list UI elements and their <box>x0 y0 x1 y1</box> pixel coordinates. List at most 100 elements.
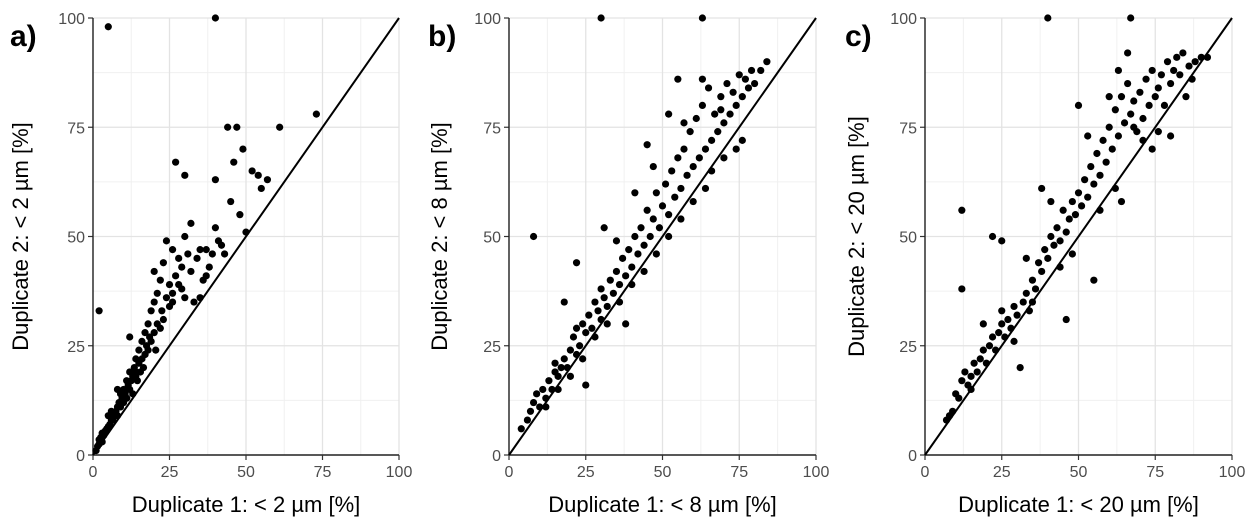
data-point <box>979 320 987 328</box>
data-point <box>1013 311 1021 319</box>
data-point <box>1044 14 1052 22</box>
data-point <box>1139 136 1147 144</box>
data-point <box>609 289 617 297</box>
data-point <box>1117 197 1126 206</box>
y-axis-title: Duplicate 2: < 8 µm [%] <box>427 122 452 351</box>
data-point <box>631 232 639 241</box>
panel-label: c) <box>845 20 872 53</box>
y-tick-label: 0 <box>76 448 85 465</box>
data-point <box>1124 49 1132 57</box>
data-point <box>988 333 997 341</box>
data-point <box>677 184 685 193</box>
y-tick-label: 0 <box>908 448 917 465</box>
x-tick-label: 75 <box>314 464 332 481</box>
data-point <box>1160 101 1169 109</box>
x-tick-label: 50 <box>1070 464 1088 481</box>
data-point <box>665 211 673 219</box>
data-point <box>1154 128 1162 136</box>
data-point <box>1038 267 1046 276</box>
data-point <box>153 289 161 297</box>
data-point <box>686 128 694 136</box>
data-point <box>1127 14 1135 22</box>
data-point <box>1068 197 1076 206</box>
data-point <box>263 176 272 184</box>
x-tick-label: 100 <box>803 464 830 481</box>
x-tick-label: 50 <box>237 464 255 481</box>
data-point <box>652 189 660 197</box>
data-point <box>683 171 691 179</box>
data-point <box>967 372 975 380</box>
data-point <box>668 167 676 175</box>
data-point <box>193 254 201 262</box>
data-point <box>649 215 657 223</box>
data-point <box>1001 333 1009 341</box>
y-tick-label: 25 <box>483 339 501 356</box>
data-point <box>1010 302 1018 311</box>
data-point <box>992 346 1000 354</box>
data-point <box>123 394 131 402</box>
data-point <box>1185 62 1193 70</box>
y-tick-label: 0 <box>492 448 501 465</box>
panel-a: 0 25 50 75 100 0 25 50 75 100 a) Duplicate 1: < 2 µ… <box>8 11 412 517</box>
data-point <box>615 280 624 289</box>
data-point <box>529 232 538 241</box>
data-point <box>741 75 749 83</box>
x-tick-label: 25 <box>577 464 595 481</box>
data-point <box>643 206 651 214</box>
data-point <box>1173 53 1181 61</box>
data-point <box>1167 79 1175 88</box>
data-point <box>138 337 146 345</box>
data-point <box>208 250 216 258</box>
data-point <box>634 250 642 258</box>
data-point <box>563 364 571 372</box>
data-point <box>1056 263 1064 271</box>
data-point <box>1188 75 1196 83</box>
data-point <box>973 368 981 376</box>
data-point <box>239 145 247 153</box>
data-point <box>998 320 1006 328</box>
one-to-one-line <box>924 17 1233 456</box>
y-tick-label: 50 <box>899 230 917 247</box>
x-tick-label: 50 <box>654 464 672 481</box>
data-point <box>988 232 997 241</box>
data-point <box>955 394 963 402</box>
data-point <box>545 377 553 385</box>
data-point <box>1090 276 1098 284</box>
data-point <box>698 75 707 83</box>
data-point <box>1136 88 1144 96</box>
data-point <box>711 110 719 118</box>
data-point <box>637 224 645 232</box>
data-point <box>1108 145 1116 153</box>
x-tick-label: 100 <box>386 464 413 481</box>
data-point <box>542 403 550 411</box>
data-point <box>1087 162 1095 171</box>
data-point <box>1081 176 1089 184</box>
data-point <box>649 162 657 171</box>
y-tick-label: 25 <box>67 339 85 356</box>
data-point <box>732 145 740 153</box>
data-point <box>162 294 171 302</box>
data-point <box>242 228 250 236</box>
data-point <box>205 263 213 271</box>
data-point <box>196 246 204 254</box>
data-point <box>141 350 149 359</box>
data-point <box>107 407 115 415</box>
data-point <box>720 154 728 162</box>
y-tick-label: 50 <box>483 230 501 247</box>
data-point <box>689 197 697 206</box>
data-point <box>1151 93 1159 101</box>
data-point <box>1124 79 1132 88</box>
x-tick-label: 0 <box>921 464 930 481</box>
data-point <box>141 329 149 337</box>
data-point <box>152 346 160 354</box>
data-point <box>126 333 134 341</box>
data-point <box>967 385 975 394</box>
data-point <box>233 123 241 131</box>
data-point <box>224 123 232 131</box>
data-point <box>717 106 725 114</box>
data-point <box>695 154 703 162</box>
y-tick-label: 75 <box>899 120 917 137</box>
data-point <box>312 110 320 118</box>
panel-c: 0 25 50 75 100 0 25 50 75 100 c) Duplicate 1: < 20 … <box>844 11 1245 517</box>
data-point <box>211 176 219 184</box>
